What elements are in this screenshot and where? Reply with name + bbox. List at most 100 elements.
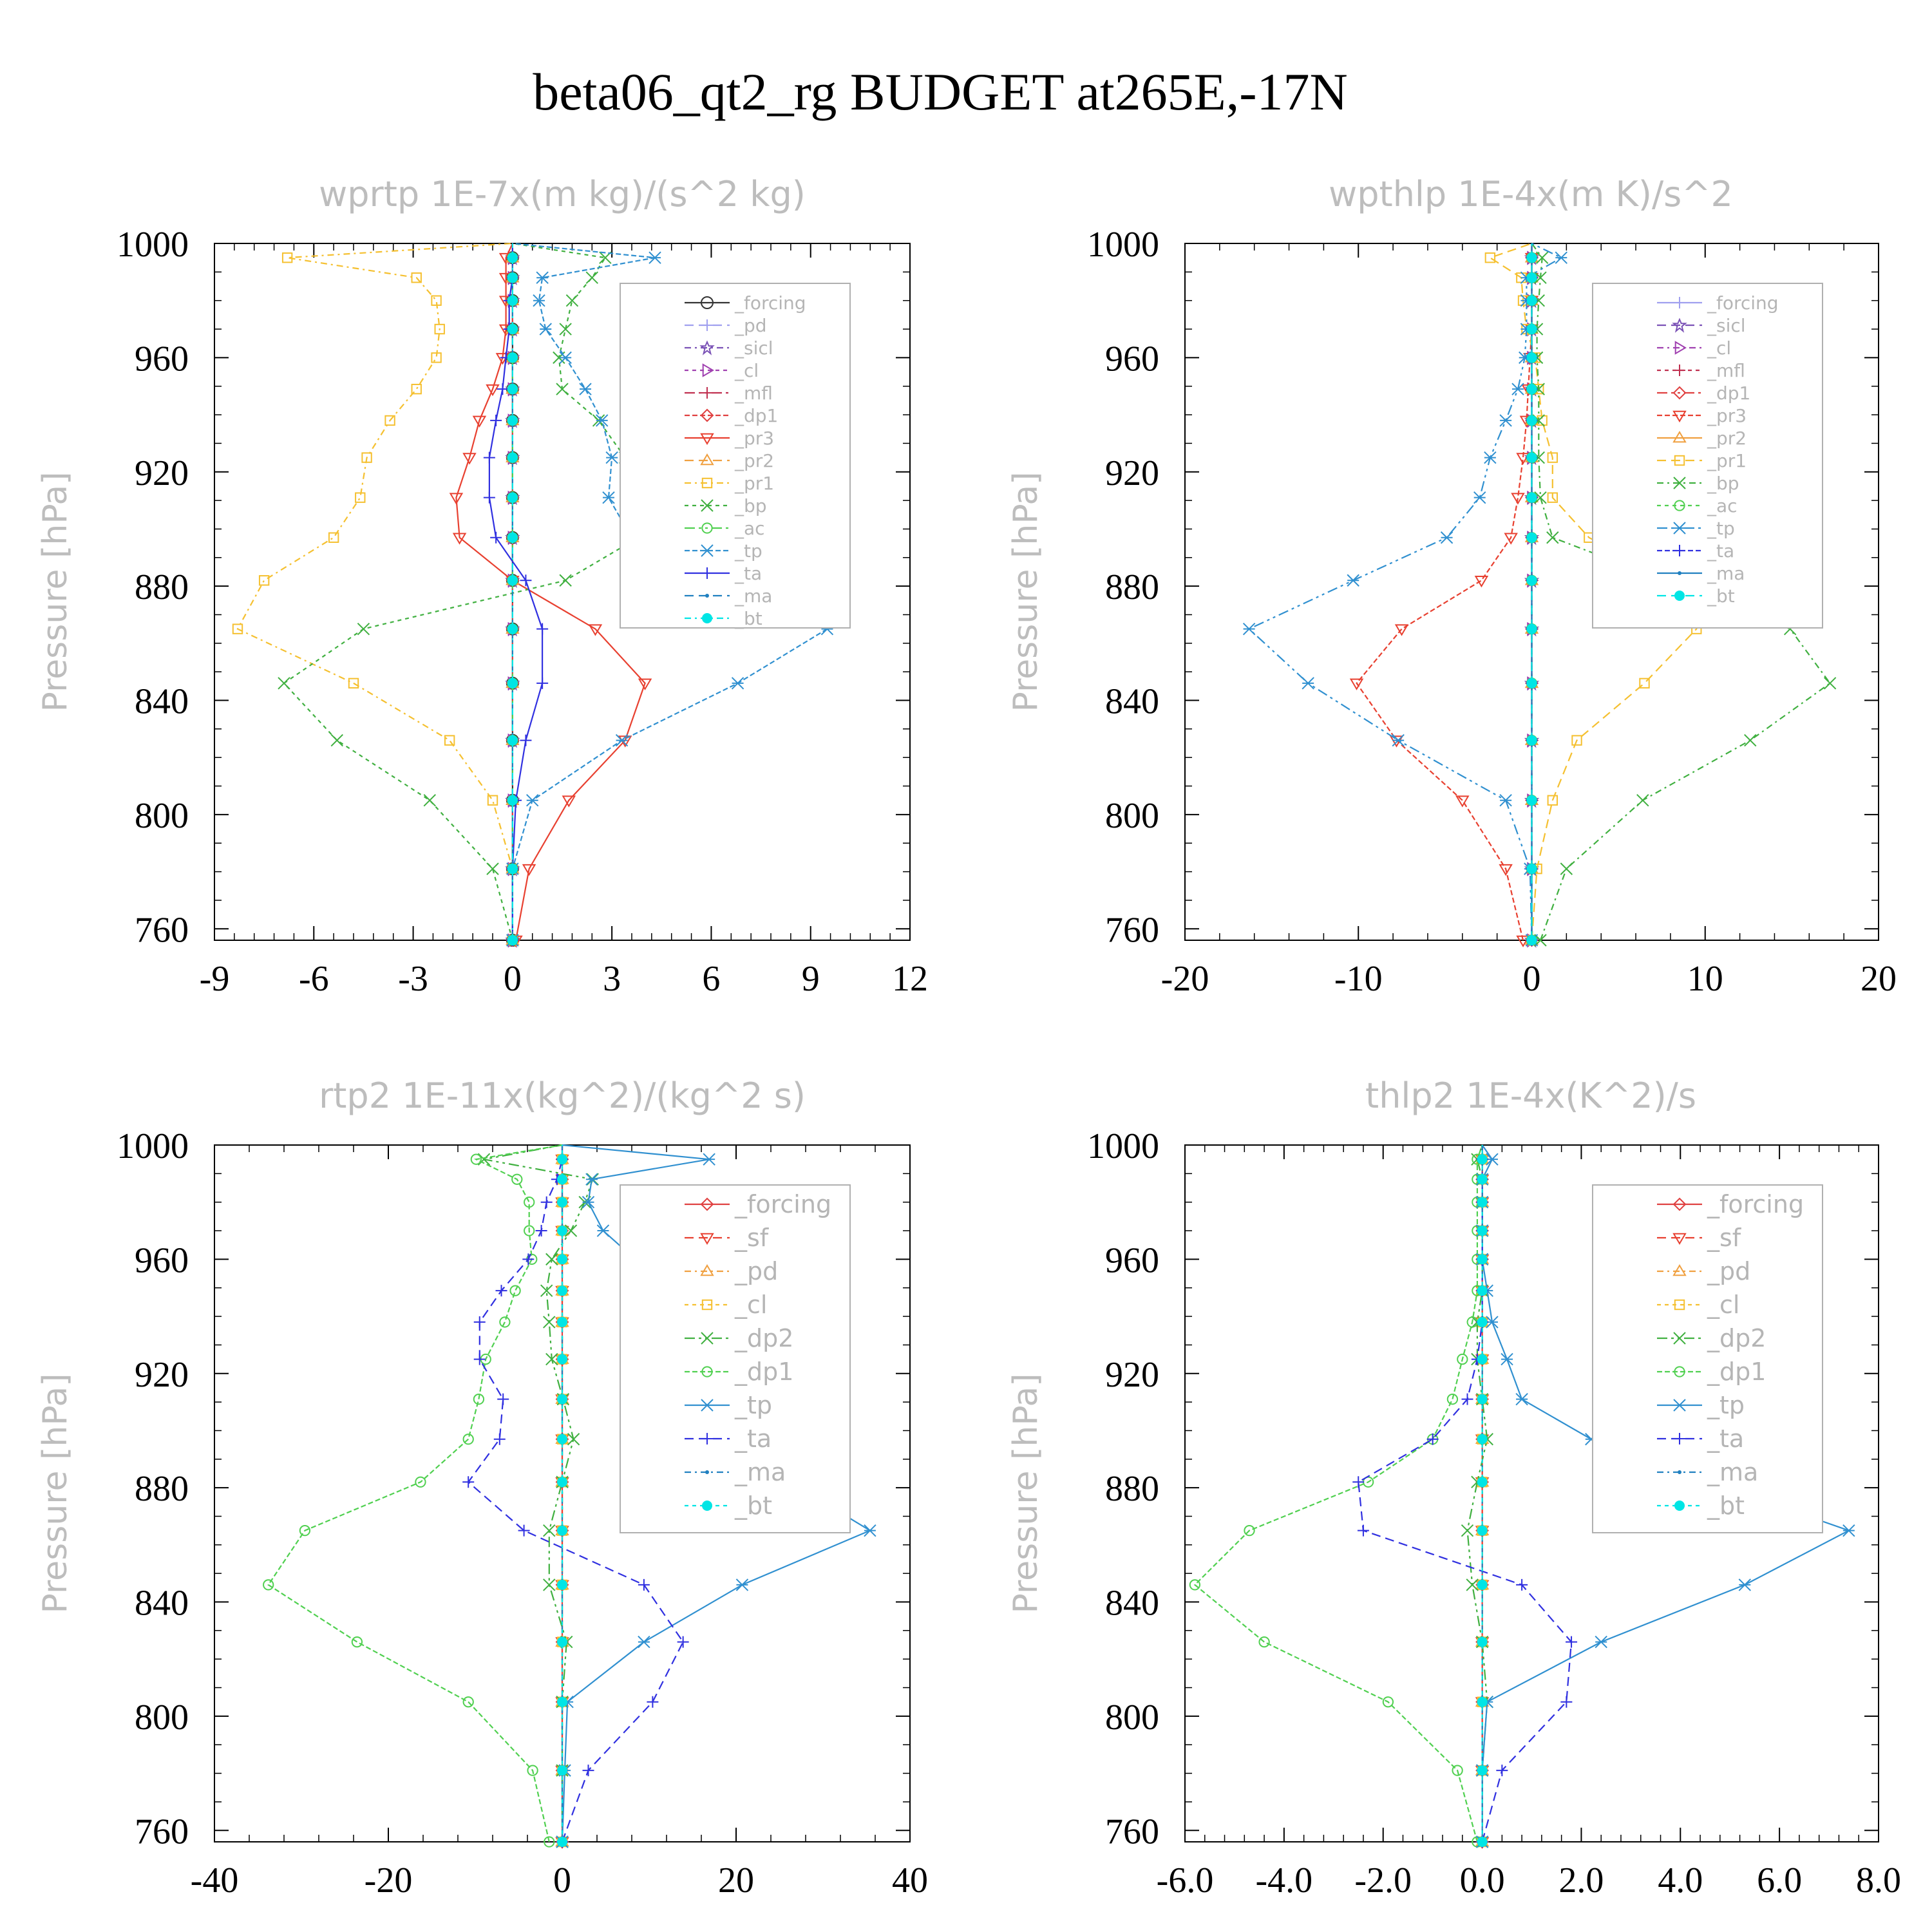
- legend-marker: [700, 1233, 714, 1245]
- series-line: [1358, 1145, 1573, 1842]
- y-tick-label: 840: [135, 1584, 189, 1624]
- legend-label: _ma: [1707, 563, 1745, 584]
- data-point: [1477, 1154, 1488, 1165]
- legend-label: _pd: [734, 315, 767, 336]
- data-point: [507, 532, 518, 543]
- x-tick-label: -4.0: [1256, 1861, 1313, 1900]
- legend-marker: [1678, 1470, 1681, 1474]
- legend-label: _pr1: [734, 473, 774, 494]
- series-line: [283, 242, 653, 941]
- x-tick-label: 10: [1687, 959, 1723, 999]
- data-point: [524, 1197, 535, 1208]
- data-point: [647, 1696, 659, 1708]
- data-point: [507, 492, 518, 503]
- data-point: [1526, 295, 1537, 306]
- chart-panel-3: rtp2 1E-11x(kg^2)/(kg^2 s) Pressure [hPa]…: [36, 1075, 928, 1900]
- data-point: [507, 677, 518, 688]
- series-bt: [1477, 1145, 1488, 1847]
- legend-marker: [1672, 1264, 1687, 1276]
- series-bt: [507, 243, 518, 945]
- data-point: [557, 1394, 567, 1405]
- data-point: [615, 734, 629, 747]
- data-point: [557, 1636, 567, 1647]
- series-bp: [278, 242, 658, 947]
- data-point: [509, 1285, 521, 1296]
- data-point: [1516, 453, 1530, 465]
- data-point: [599, 251, 612, 264]
- legend-marker: [1678, 571, 1681, 575]
- data-point: [281, 252, 293, 263]
- data-point: [1499, 794, 1512, 807]
- y-tick-label: 880: [1105, 567, 1159, 607]
- y-tick-label: 880: [1105, 1469, 1159, 1509]
- data-point: [527, 1765, 538, 1776]
- data-point: [1302, 677, 1314, 690]
- legend-marker: [1674, 1501, 1685, 1511]
- series-line: [1466, 1144, 1488, 1842]
- data-point: [1452, 1765, 1463, 1776]
- x-tick-label: -20: [365, 1861, 413, 1900]
- data-point: [1526, 492, 1537, 503]
- data-point: [1477, 1579, 1488, 1590]
- data-point: [1477, 1477, 1488, 1488]
- data-point: [330, 734, 343, 747]
- data-point: [1526, 452, 1537, 463]
- data-point: [1547, 452, 1558, 463]
- x-tick-label: 6.0: [1757, 1861, 1802, 1900]
- data-point: [497, 1393, 509, 1405]
- series-tp: [1242, 243, 1567, 947]
- legend-label: _bt: [1707, 585, 1735, 607]
- data-point: [357, 622, 370, 636]
- data-point: [1504, 533, 1518, 545]
- legend: _forcing _sf _pd _cl _dp2 _dp1 _tp _ta _ma _bt: [620, 1184, 851, 1533]
- y-tick-label: 760: [1105, 910, 1159, 950]
- legend-marker: [699, 340, 715, 355]
- data-point: [1571, 735, 1582, 746]
- data-point: [431, 295, 442, 306]
- legend-label: _ac: [1707, 495, 1738, 516]
- data-point: [557, 1174, 567, 1185]
- data-point: [557, 1254, 567, 1265]
- data-point: [462, 1434, 474, 1445]
- legend-label: _ta: [734, 563, 762, 584]
- legend-marker: [1672, 431, 1687, 443]
- series-dp1: [263, 1144, 563, 1848]
- legend-label: _pr3: [1707, 405, 1747, 426]
- data-point: [582, 1195, 595, 1209]
- data-point: [507, 295, 518, 306]
- legend-label: _tp: [1707, 518, 1735, 539]
- series-ta: [1352, 1145, 1578, 1848]
- data-point: [567, 1433, 580, 1446]
- y-tick-label: 960: [135, 1240, 189, 1280]
- legend-marker: [705, 594, 709, 598]
- data-point: [1534, 271, 1547, 284]
- data-point: [507, 735, 518, 746]
- y-tick-label: 1000: [1087, 1126, 1159, 1166]
- x-tick-label: -9: [200, 959, 230, 999]
- data-point: [490, 531, 502, 544]
- data-point: [1546, 531, 1559, 544]
- legend-label: _tp: [1707, 1391, 1745, 1419]
- series-line: [267, 1144, 563, 1842]
- series-line: [1247, 243, 1563, 941]
- x-tick-label: -10: [1334, 959, 1383, 999]
- legend-label: _sicl: [734, 337, 773, 359]
- legend-label: _dp1: [1707, 1358, 1766, 1386]
- series-pr1: [232, 242, 518, 946]
- data-point: [1496, 1765, 1508, 1777]
- x-tick-label: -20: [1161, 959, 1209, 999]
- series-line: [1531, 243, 1832, 941]
- y-tick-label: 920: [1105, 453, 1159, 493]
- data-point: [564, 1224, 578, 1237]
- data-point: [535, 1225, 547, 1237]
- data-point: [483, 451, 495, 464]
- data-point: [1744, 734, 1757, 747]
- x-tick-label: 0: [553, 1861, 571, 1900]
- data-point: [543, 1524, 556, 1537]
- data-point: [522, 1253, 535, 1265]
- x-tick-label: 4.0: [1658, 1861, 1703, 1900]
- series-line: [484, 1144, 594, 1842]
- data-point: [1477, 1285, 1488, 1296]
- legend-marker: [701, 544, 714, 557]
- legend-marker: [1672, 386, 1687, 400]
